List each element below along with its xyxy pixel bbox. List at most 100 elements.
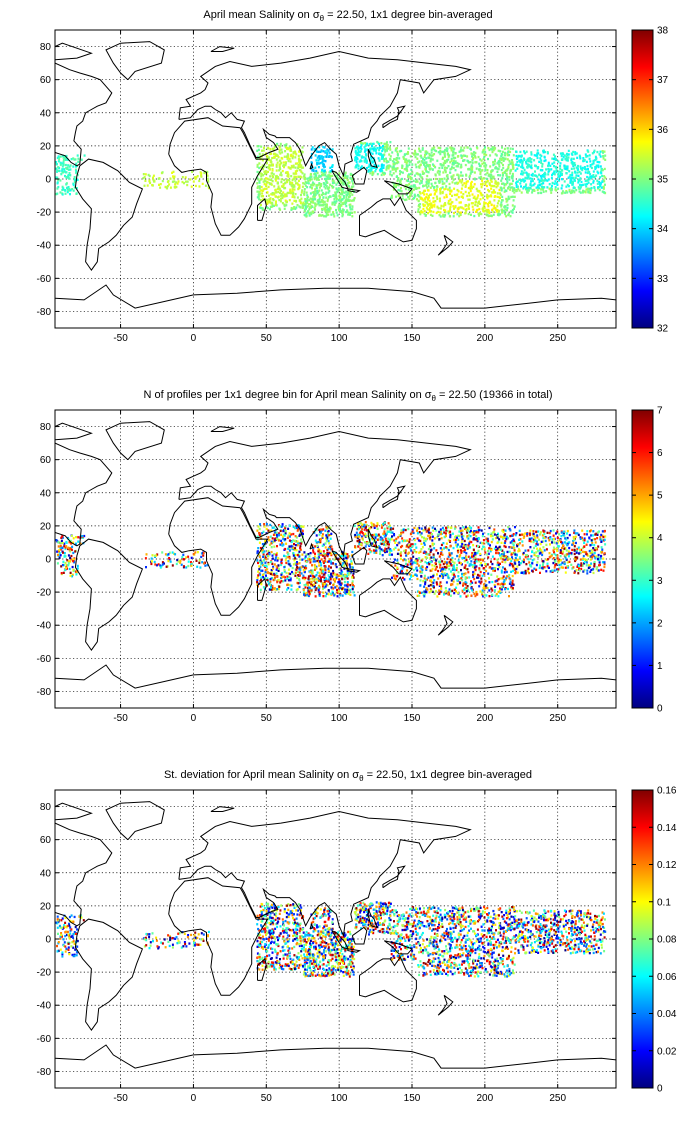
data-cell <box>592 162 595 165</box>
data-cell <box>59 163 62 166</box>
data-cell <box>463 560 466 563</box>
data-cell <box>433 189 436 192</box>
data-cell <box>59 544 62 548</box>
data-cell <box>470 580 472 583</box>
data-cell <box>263 550 266 553</box>
data-cell <box>506 209 508 212</box>
y-tick-label: 0 <box>45 175 51 186</box>
salinity-panel: April mean Salinity on σθ = 22.50, 1x1 d… <box>0 0 696 380</box>
data-cell <box>429 167 432 170</box>
data-cell <box>279 145 282 148</box>
data-cell <box>480 177 483 180</box>
data-cell <box>381 171 384 175</box>
data-cell <box>524 176 527 179</box>
data-cell <box>498 209 500 213</box>
data-cell <box>370 147 373 150</box>
data-cell <box>346 556 349 559</box>
data-cell <box>331 164 334 167</box>
data-cell <box>289 189 292 193</box>
data-cell <box>452 159 455 162</box>
data-cell <box>497 182 500 185</box>
data-cell <box>304 555 307 558</box>
coastline <box>178 50 472 178</box>
data-cell <box>338 583 341 586</box>
data-cell <box>294 574 297 577</box>
data-cell <box>506 147 509 150</box>
data-cell <box>485 594 488 597</box>
data-cell <box>289 182 292 186</box>
data-cell <box>346 583 349 586</box>
data-cell <box>477 526 480 529</box>
data-cell <box>538 160 541 163</box>
data-cell <box>567 176 570 179</box>
data-cell <box>518 159 521 162</box>
data-cell <box>560 192 563 195</box>
data-cell <box>365 154 368 157</box>
data-cell <box>541 165 544 168</box>
data-cell <box>271 180 274 183</box>
data-cell <box>353 197 356 200</box>
data-cell <box>315 187 318 190</box>
data-cell <box>310 213 313 216</box>
data-cell <box>256 582 259 585</box>
data-cell <box>339 196 342 199</box>
data-cell <box>340 188 343 192</box>
data-cell <box>554 155 557 158</box>
data-cell <box>301 202 304 206</box>
data-cell <box>588 178 591 181</box>
data-cell <box>260 537 263 540</box>
data-cell <box>317 556 320 559</box>
data-cell <box>277 196 279 199</box>
data-cell <box>292 563 295 566</box>
data-cell <box>256 535 259 538</box>
data-cell <box>438 555 441 558</box>
data-cell <box>596 179 599 182</box>
data-cell <box>341 594 344 597</box>
data-cell <box>473 151 476 154</box>
data-cell <box>406 169 409 172</box>
data-cell <box>352 185 355 188</box>
data-cell <box>449 171 452 174</box>
data-cell <box>295 588 298 592</box>
data-cell <box>553 165 555 168</box>
data-cell <box>329 578 332 581</box>
data-cell <box>337 590 340 593</box>
data-cell <box>369 168 371 171</box>
data-cell <box>277 557 280 560</box>
data-cell <box>287 552 290 555</box>
data-cell <box>430 206 433 209</box>
data-cell <box>543 173 546 176</box>
data-cell <box>320 567 323 570</box>
data-cell <box>469 172 472 175</box>
data-cell <box>328 176 331 179</box>
data-cell <box>358 534 360 537</box>
data-cell <box>433 193 436 196</box>
data-cell <box>312 549 315 552</box>
data-cell <box>511 208 514 212</box>
data-cell <box>415 166 418 169</box>
data-cell <box>299 566 302 569</box>
data-cell <box>74 550 77 553</box>
data-cell <box>457 575 460 578</box>
data-cell <box>347 211 350 215</box>
data-cell <box>306 199 309 202</box>
data-cell <box>602 178 605 182</box>
data-cell <box>374 535 377 538</box>
data-cell <box>324 193 327 196</box>
data-cell <box>555 182 558 185</box>
data-cell <box>579 172 582 175</box>
data-cell <box>310 183 313 187</box>
data-cell <box>542 149 545 152</box>
data-cell <box>357 528 360 531</box>
data-cell <box>458 534 461 538</box>
data-cell <box>448 189 451 192</box>
data-cell <box>446 557 449 561</box>
data-cell <box>502 528 505 532</box>
data-cell <box>504 171 507 174</box>
data-cell <box>64 189 66 192</box>
data-cell <box>161 171 164 174</box>
data-cell <box>416 153 419 156</box>
data-cell <box>300 159 303 162</box>
data-cell <box>62 156 65 159</box>
data-cell <box>303 566 306 569</box>
